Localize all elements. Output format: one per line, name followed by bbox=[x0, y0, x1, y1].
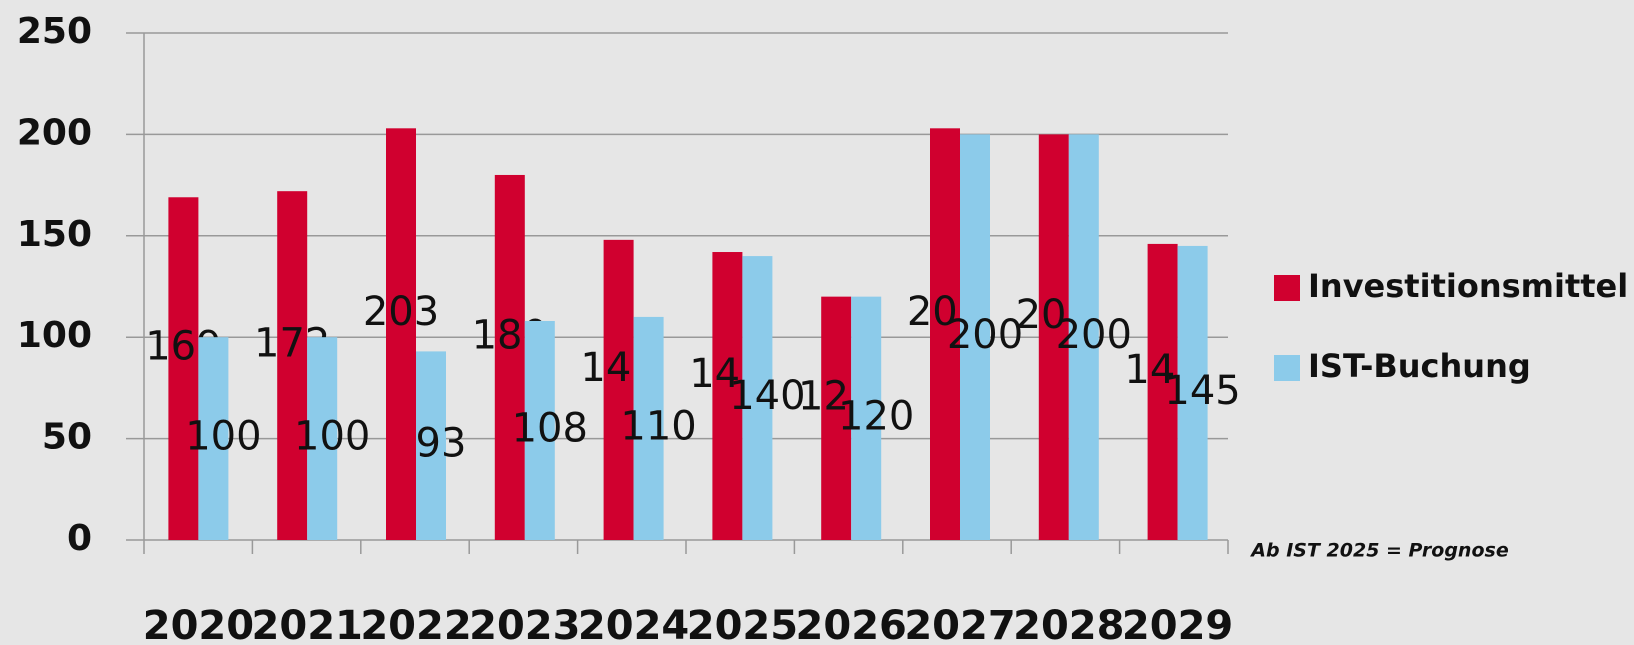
x-tick-label: 2025 bbox=[687, 603, 798, 645]
legend-swatch bbox=[1274, 275, 1300, 301]
bar bbox=[1068, 134, 1099, 540]
x-tick-label: 2029 bbox=[1122, 603, 1233, 645]
y-tick-label: 0 bbox=[67, 518, 92, 559]
bar bbox=[1147, 243, 1178, 541]
bar bbox=[1177, 245, 1208, 540]
legend-label: Investitionsmittel bbox=[1308, 267, 1628, 305]
annotation: Ab IST 2025 = Prognose bbox=[1249, 540, 1509, 562]
legend-label: IST-Buchung bbox=[1308, 347, 1531, 385]
bar bbox=[603, 239, 634, 540]
y-tick-label: 100 bbox=[17, 315, 92, 356]
bar bbox=[821, 296, 852, 540]
data-label: 100 bbox=[185, 414, 261, 460]
x-tick-label: 2021 bbox=[252, 603, 363, 645]
bar bbox=[1038, 134, 1069, 540]
data-label: 200 bbox=[1056, 312, 1132, 358]
data-label: 110 bbox=[620, 403, 696, 449]
bar bbox=[416, 351, 446, 540]
data-label: 108 bbox=[512, 405, 588, 451]
y-tick-label: 250 bbox=[17, 11, 92, 52]
data-label: 120 bbox=[838, 393, 914, 439]
x-tick-label: 2023 bbox=[469, 603, 580, 645]
bar bbox=[277, 191, 308, 540]
x-tick-label: 2020 bbox=[143, 603, 254, 645]
y-tick-label: 200 bbox=[17, 112, 92, 153]
bar bbox=[307, 337, 338, 540]
data-label: 140 bbox=[729, 373, 805, 419]
y-tick-label: 50 bbox=[42, 417, 92, 458]
bar bbox=[960, 134, 990, 540]
bar bbox=[494, 174, 525, 540]
data-label: 145 bbox=[1164, 368, 1240, 414]
bar bbox=[712, 252, 743, 541]
legend-swatch bbox=[1274, 355, 1300, 381]
data-label: 93 bbox=[416, 421, 467, 467]
x-tick-label: 2024 bbox=[578, 603, 689, 645]
bar bbox=[851, 296, 882, 540]
data-label: 200 bbox=[947, 312, 1023, 358]
y-tick-label: 150 bbox=[17, 214, 92, 255]
data-label: 100 bbox=[294, 414, 370, 460]
data-label: 203 bbox=[363, 289, 439, 335]
bar bbox=[198, 337, 229, 540]
bar bbox=[930, 128, 960, 541]
bar bbox=[633, 316, 664, 540]
bar bbox=[386, 128, 416, 541]
x-tick-label: 2027 bbox=[904, 603, 1015, 645]
bar bbox=[524, 320, 555, 540]
bar bbox=[168, 197, 199, 540]
x-tick-label: 2022 bbox=[360, 603, 471, 645]
x-tick-label: 2028 bbox=[1013, 603, 1124, 645]
x-tick-label: 2026 bbox=[796, 603, 907, 645]
bar bbox=[742, 256, 773, 540]
